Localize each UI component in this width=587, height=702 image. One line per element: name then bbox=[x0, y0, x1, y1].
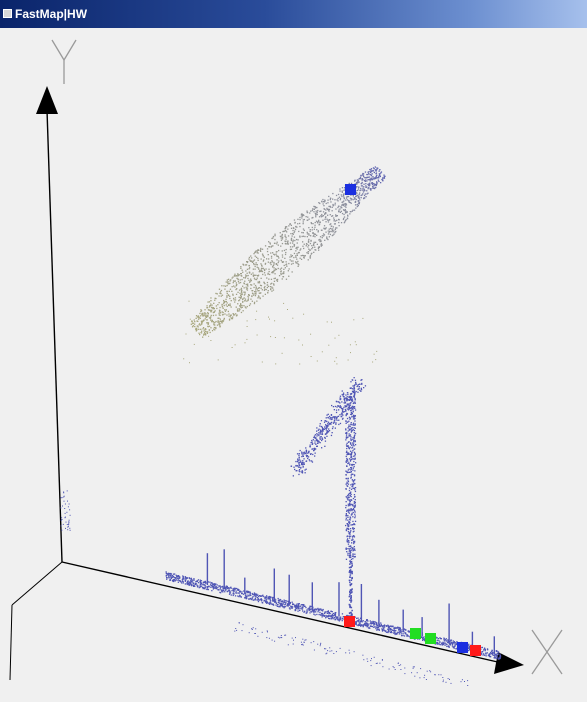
spike-point-cluster bbox=[290, 377, 367, 619]
scatter-3d-view[interactable]: Y X bbox=[0, 28, 587, 702]
marker-blue-right[interactable] bbox=[457, 642, 468, 653]
highlight-markers bbox=[344, 184, 481, 656]
x-axis-line bbox=[61, 561, 503, 664]
x-axis-arrowhead bbox=[494, 652, 524, 674]
marker-green-1[interactable] bbox=[410, 628, 421, 639]
marker-blue-top[interactable] bbox=[345, 184, 356, 195]
x-axis-label-glyph bbox=[531, 629, 563, 675]
title-bar[interactable]: FastMap|HW bbox=[0, 0, 587, 28]
y-axis-arrowhead bbox=[36, 86, 58, 114]
upper-point-cluster bbox=[183, 166, 386, 365]
3d-view-panel[interactable]: Y X bbox=[0, 28, 587, 702]
axes-group bbox=[9, 86, 524, 681]
base-point-cluster bbox=[60, 490, 502, 686]
marker-green-2[interactable] bbox=[425, 633, 436, 644]
app-icon[interactable] bbox=[3, 9, 12, 18]
marker-red-right[interactable] bbox=[470, 645, 481, 656]
z-axis-line bbox=[11, 561, 63, 606]
y-axis-label-glyph bbox=[51, 39, 77, 84]
y-axis-line bbox=[46, 109, 63, 563]
marker-red-mid[interactable] bbox=[344, 616, 355, 627]
window-title: FastMap|HW bbox=[15, 7, 88, 21]
axis-left-edge bbox=[9, 604, 13, 681]
